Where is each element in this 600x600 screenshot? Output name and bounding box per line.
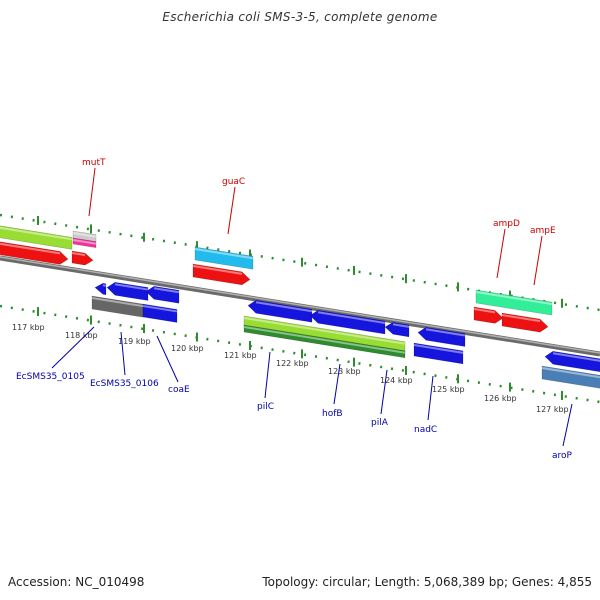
gene-highlight <box>0 226 73 241</box>
tick-label: 126 kbp <box>484 394 517 403</box>
gene-bar <box>192 263 251 286</box>
forward-gene-label: guaC <box>222 177 245 187</box>
tick-label: 120 kbp <box>171 344 204 353</box>
gene-highlight <box>425 328 466 337</box>
tick-label: 125 kbp <box>432 385 465 394</box>
gene-bar <box>142 303 178 323</box>
reverse-gene-label: EcSMS35_0106 <box>90 379 159 389</box>
tick-label: 118 kbp <box>65 331 98 340</box>
tick-label: 124 kbp <box>380 376 413 385</box>
gene-bar <box>71 250 94 266</box>
gene-bar <box>94 282 107 296</box>
gene-highlight <box>72 239 97 245</box>
leader-line <box>562 403 573 447</box>
gene-highlight <box>255 301 313 313</box>
leader-line <box>88 167 96 217</box>
gene-bar <box>413 342 464 365</box>
genome-title: Escherichia coli SMS-3-5, complete genom… <box>162 10 438 24</box>
reverse-gene-label: pilC <box>257 402 274 412</box>
gene-highlight <box>392 323 410 328</box>
gene-bar <box>541 365 600 389</box>
gene-highlight <box>142 305 178 313</box>
reverse-gene-label: nadC <box>414 425 437 435</box>
gene-highlight <box>91 297 144 308</box>
topology-text: Topology: circular; Length: 5,068,389 bp… <box>262 575 592 589</box>
gene-bar <box>91 295 144 318</box>
leader-line <box>120 331 126 376</box>
gene-highlight <box>194 248 254 260</box>
gene-bar <box>473 306 504 324</box>
gene-highlight <box>114 283 149 291</box>
leader-line <box>380 369 388 415</box>
forward-gene-label: ampE <box>530 226 556 236</box>
gene-highlight <box>192 265 243 275</box>
leader-line <box>227 186 236 235</box>
gene-highlight <box>552 352 600 362</box>
gene-highlight <box>473 308 496 314</box>
gene-highlight <box>243 317 406 345</box>
gene-label-group: mutT guaC ampD ampE EcSMS35_0105 EcSMS35_0106… <box>16 158 573 461</box>
gene-highlight <box>501 314 541 323</box>
reverse-dotted-track <box>0 304 600 404</box>
leader-line <box>264 351 271 399</box>
gene-bar <box>247 299 313 323</box>
gene-bar <box>0 241 69 265</box>
forward-gene-label: mutT <box>82 158 106 168</box>
gene-highlight <box>0 242 61 255</box>
leader-line <box>496 228 506 279</box>
tick-label: 117 kbp <box>12 323 45 332</box>
gene-highlight <box>243 326 406 354</box>
gene-highlight <box>153 287 180 294</box>
leader-line <box>156 335 179 383</box>
gene-highlight <box>475 291 553 306</box>
gene-highlight <box>72 232 97 238</box>
tick-label: 127 kbp <box>536 405 569 414</box>
reverse-gene-label: EcSMS35_0105 <box>16 372 85 382</box>
gene-bar <box>106 281 149 301</box>
accession-text: Accession: NC_010498 <box>8 575 145 589</box>
tick-label: 123 kbp <box>328 367 361 376</box>
reverse-gene-label: aroP <box>552 451 573 461</box>
leader-line <box>333 363 341 405</box>
gene-bar <box>145 285 180 304</box>
reverse-gene-label: pilA <box>371 418 389 428</box>
reverse-gene-label: hofB <box>322 409 343 419</box>
leader-line <box>51 326 95 369</box>
gene-bar <box>417 326 466 347</box>
leader-line <box>427 375 434 421</box>
gene-highlight <box>317 311 386 324</box>
leader-line <box>533 235 543 286</box>
reverse-gene-label: coaE <box>168 385 190 395</box>
gene-bar <box>384 321 410 338</box>
gene-bar <box>243 324 406 359</box>
gene-bar <box>309 309 386 335</box>
gene-group <box>0 225 600 389</box>
gene-bar <box>475 289 553 316</box>
gene-bar <box>544 350 600 373</box>
tick-label: 122 kbp <box>276 359 309 368</box>
genome-backbone <box>0 255 600 357</box>
tick-group: 117 kbp 118 kbp 119 kbp 120 kbp 121 kbp 122 k… <box>12 216 569 414</box>
gene-highlight <box>413 344 464 354</box>
tick-label: 119 kbp <box>118 337 151 346</box>
forward-gene-label: ampD <box>493 219 520 229</box>
gene-bar <box>0 225 73 250</box>
gene-highlight <box>541 367 600 379</box>
gene-bar <box>72 237 97 249</box>
gene-bar <box>194 246 254 270</box>
gene-highlight <box>71 252 86 257</box>
gene-bar <box>501 312 549 333</box>
tick-label: 121 kbp <box>224 351 257 360</box>
